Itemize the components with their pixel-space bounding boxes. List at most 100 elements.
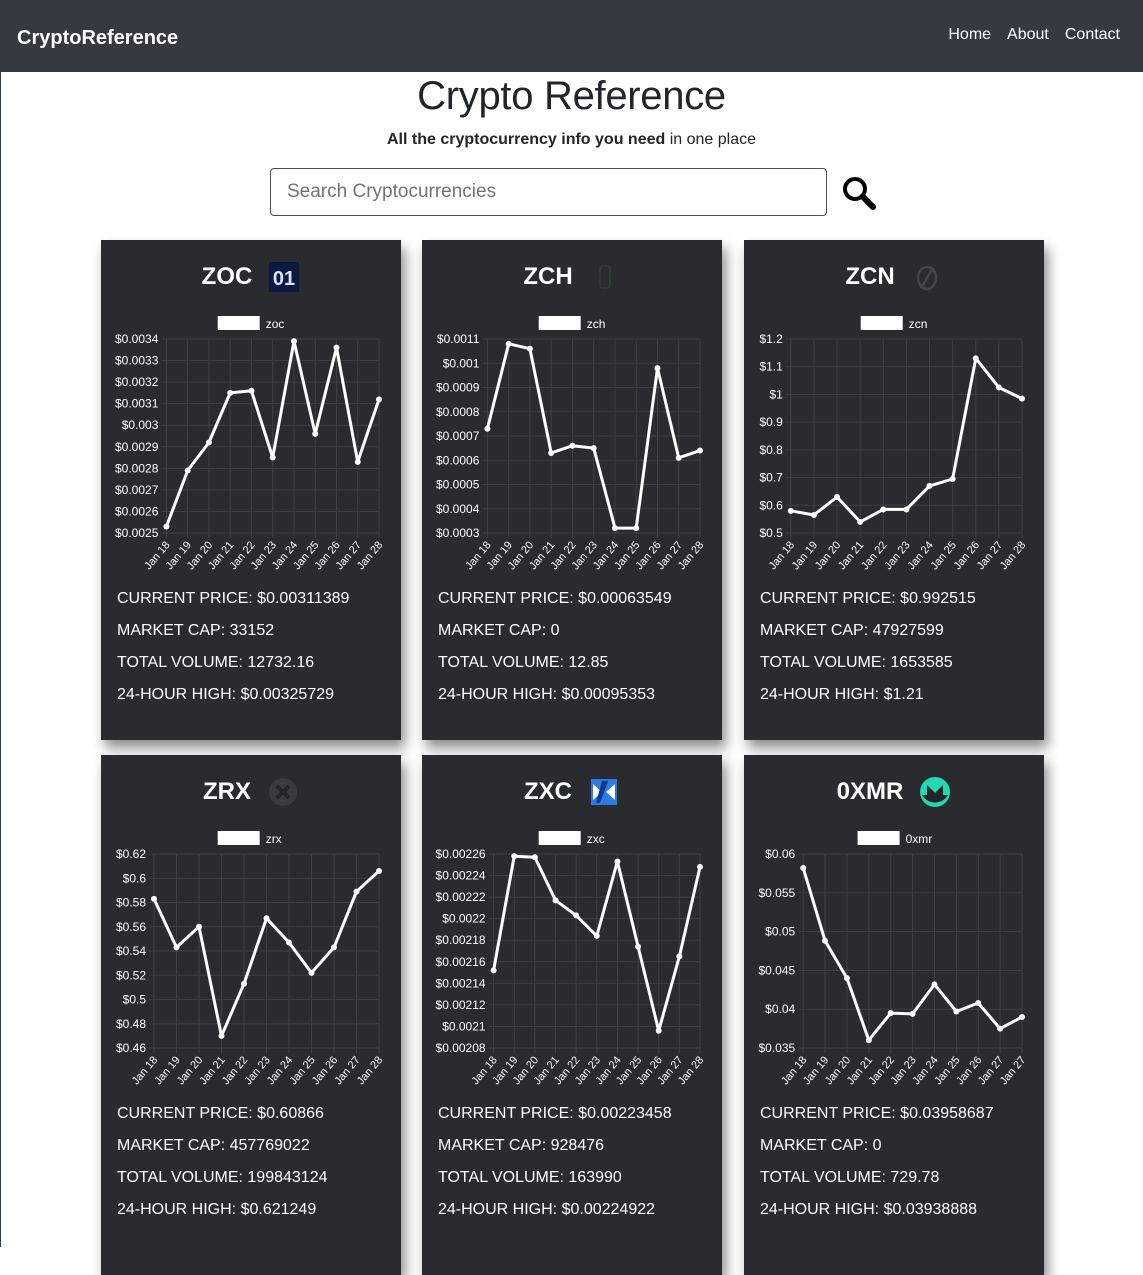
data-point[interactable] (857, 518, 864, 525)
data-point[interactable] (184, 467, 191, 474)
data-point[interactable] (697, 447, 703, 454)
legend-label[interactable]: zoc (266, 317, 285, 331)
legend-swatch[interactable] (860, 316, 903, 330)
legend-label[interactable]: zrx (266, 832, 282, 846)
data-point[interactable] (931, 981, 938, 988)
nav-about-link[interactable]: About (1007, 26, 1049, 43)
data-point[interactable] (614, 858, 621, 865)
data-point[interactable] (843, 975, 850, 982)
data-point[interactable] (909, 1010, 916, 1017)
coin-symbol: ZCH (523, 263, 573, 290)
legend-swatch[interactable] (857, 831, 900, 845)
data-point[interactable] (490, 967, 497, 974)
data-point[interactable] (308, 969, 315, 976)
data-point[interactable] (810, 511, 817, 518)
data-point[interactable] (972, 355, 979, 362)
data-point[interactable] (880, 506, 887, 513)
data-point[interactable] (834, 493, 841, 500)
data-point[interactable] (241, 980, 247, 987)
data-point[interactable] (654, 365, 661, 372)
data-point[interactable] (376, 867, 382, 874)
legend-swatch[interactable] (538, 316, 581, 330)
legend-label[interactable]: 0xmr (906, 832, 933, 846)
data-point[interactable] (887, 1010, 894, 1017)
data-point[interactable] (248, 387, 255, 394)
data-point[interactable] (800, 864, 807, 871)
data-point[interactable] (290, 338, 297, 345)
coin-card[interactable]: ZCH zch $0.0011 $0.001 $0.0009 $0.0008 $0.0007… (422, 240, 722, 740)
data-point[interactable] (822, 937, 829, 944)
data-point[interactable] (1019, 1013, 1025, 1020)
data-point[interactable] (286, 939, 292, 946)
data-point[interactable] (531, 854, 538, 861)
y-tick-label: $0.46 (116, 1041, 146, 1055)
legend-label[interactable]: zxc (587, 832, 605, 846)
stat-label: MARKET CAP: (760, 1137, 873, 1154)
data-point[interactable] (218, 1032, 225, 1039)
data-point[interactable] (975, 999, 982, 1006)
data-point[interactable] (354, 458, 361, 465)
search-icon[interactable] (840, 174, 878, 212)
data-point[interactable] (903, 506, 910, 513)
data-point[interactable] (633, 525, 640, 532)
data-point[interactable] (953, 1008, 960, 1015)
data-point[interactable] (611, 525, 618, 532)
data-point[interactable] (655, 1027, 662, 1034)
data-point[interactable] (163, 523, 170, 530)
legend-label[interactable]: zcn (909, 317, 928, 331)
stat-label: CURRENT PRICE: (438, 590, 579, 607)
y-tick-label: $0.56 (116, 920, 146, 934)
data-point[interactable] (196, 923, 202, 930)
coin-card[interactable]: ZXC zxc $0.00226 $0.00224 $0.00222 $0.0022 $0.… (422, 755, 722, 1275)
data-point[interactable] (676, 953, 683, 960)
data-point[interactable] (331, 944, 337, 951)
search-input[interactable] (270, 168, 827, 216)
legend-swatch[interactable] (538, 831, 581, 845)
legend-swatch[interactable] (217, 316, 260, 330)
data-point[interactable] (263, 915, 270, 922)
brand-link[interactable]: CryptoReference (17, 27, 179, 49)
coin-card[interactable]: ZRX zrx $0.62 $0.6 $0.58 $0.56 $0.54 $0.52 $0.5 $… (101, 755, 401, 1275)
data-point[interactable] (926, 482, 933, 489)
data-point[interactable] (590, 445, 597, 452)
data-point[interactable] (333, 344, 340, 351)
data-point[interactable] (173, 944, 180, 951)
data-point[interactable] (569, 442, 576, 449)
legend-swatch[interactable] (217, 831, 260, 845)
data-point[interactable] (484, 425, 491, 432)
data-point[interactable] (505, 340, 512, 347)
nav-home-link[interactable]: Home (948, 26, 992, 43)
zxc-logo-icon (591, 779, 617, 805)
stat-value: 0 (872, 1137, 882, 1154)
data-point[interactable] (151, 895, 157, 902)
data-point[interactable] (227, 389, 234, 396)
stat-total-volume: TOTAL VOLUME: 199843124 (117, 1168, 328, 1200)
data-point[interactable] (997, 1025, 1004, 1032)
data-point[interactable] (376, 396, 382, 403)
coin-card[interactable]: ZOC 01 zoc $0.0034 $0.0033 $0.0032 $0.0031 $0.0… (101, 240, 401, 740)
data-point[interactable] (865, 1037, 872, 1044)
data-point[interactable] (526, 345, 533, 352)
data-point[interactable] (787, 507, 794, 514)
stat-market-cap: MARKET CAP: 0 (438, 621, 672, 653)
data-point[interactable] (552, 897, 559, 904)
stat-label: MARKET CAP: (117, 1137, 230, 1154)
data-point[interactable] (312, 430, 319, 437)
data-point[interactable] (353, 888, 360, 895)
legend-label[interactable]: zch (587, 317, 606, 331)
data-point[interactable] (949, 475, 956, 482)
data-point[interactable] (511, 853, 518, 860)
coin-card[interactable]: 0XMR 0xmr $0.06 $0.055 $0.05 $0.045 $0.04 $0.03… (744, 755, 1044, 1275)
data-point[interactable] (269, 454, 276, 461)
data-point[interactable] (995, 384, 1002, 391)
data-point[interactable] (635, 943, 642, 950)
data-point[interactable] (1019, 395, 1025, 402)
data-point[interactable] (548, 449, 555, 456)
nav-contact-link[interactable]: Contact (1064, 26, 1120, 43)
data-point[interactable] (593, 932, 600, 939)
coin-card[interactable]: ZCN zcn $1.2 $1.1 $1 $0.9 $0.8 $0.7 $0.6 $0.5 Jan … (744, 240, 1044, 740)
data-point[interactable] (205, 439, 212, 446)
data-point[interactable] (573, 912, 580, 919)
data-point[interactable] (675, 454, 682, 461)
data-point[interactable] (697, 863, 703, 870)
